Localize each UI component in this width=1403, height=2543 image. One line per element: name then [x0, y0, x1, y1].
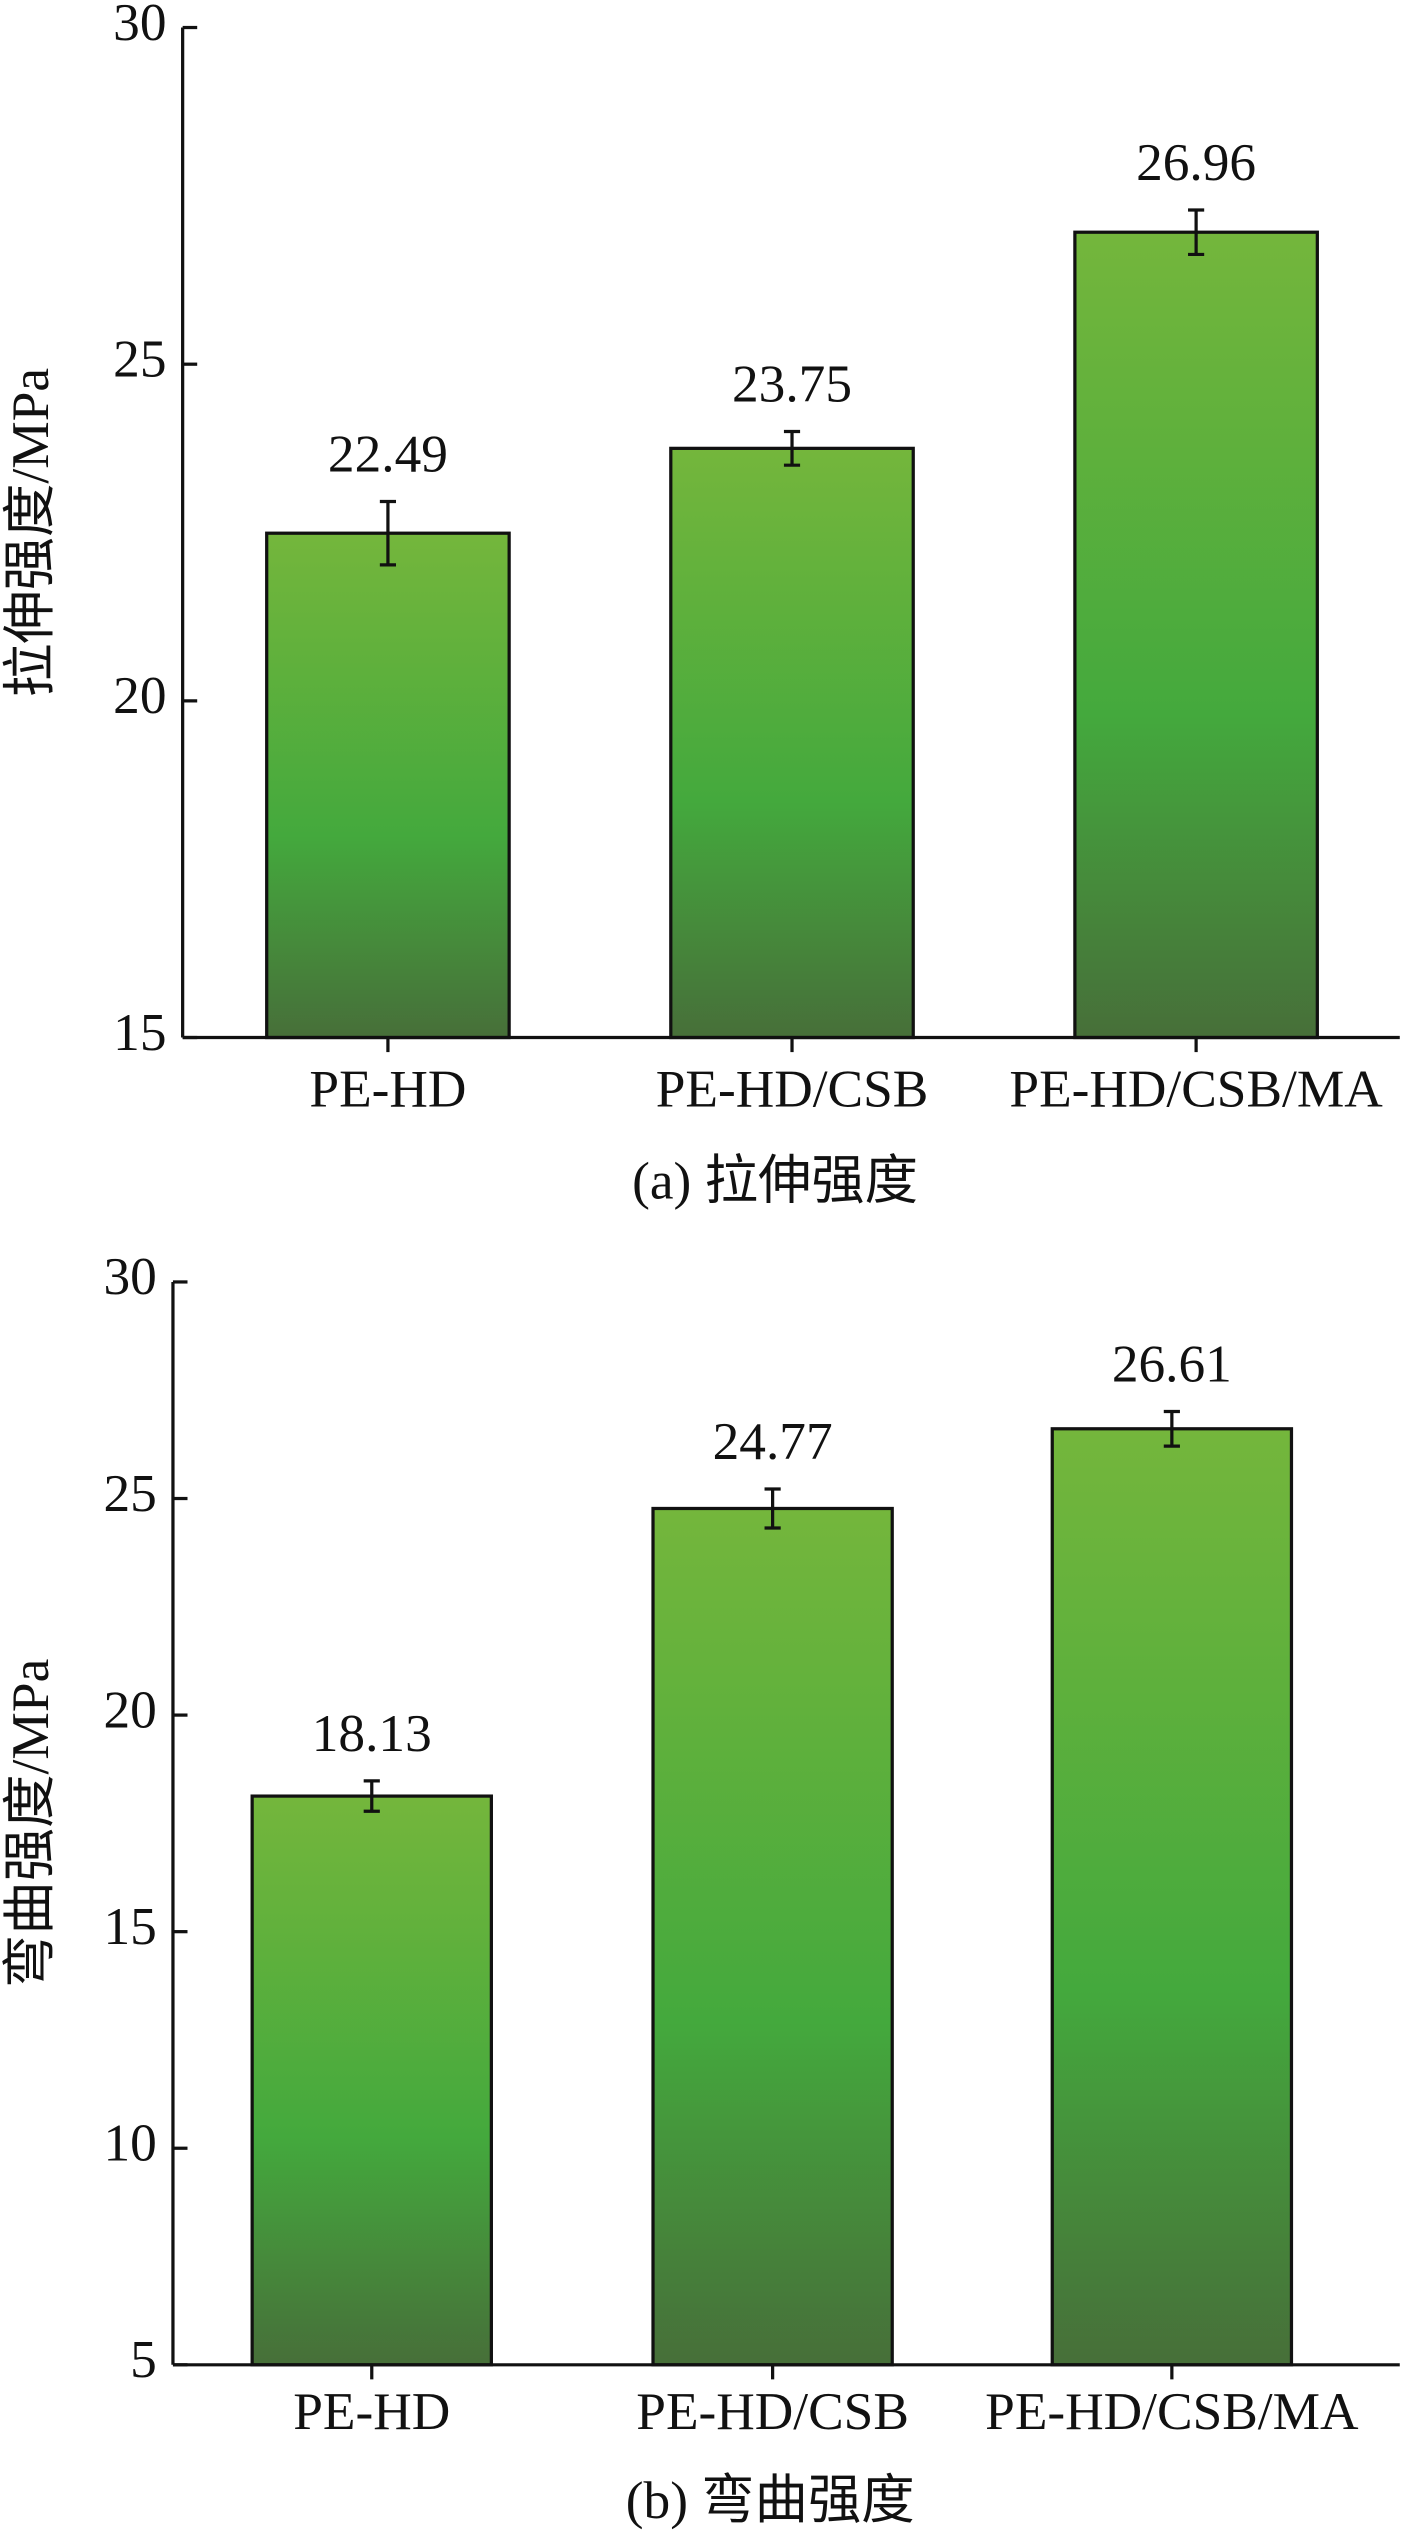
value-label: 26.96 — [1136, 132, 1256, 192]
chart-title: (b) 弯曲强度 — [626, 2470, 915, 2530]
y-tick-label: 20 — [103, 1679, 156, 1739]
bar — [669, 446, 915, 1040]
x-tick-label: PE-HD/CSB/MA — [985, 2381, 1359, 2441]
bar — [1073, 230, 1319, 1040]
y-tick-label: 20 — [113, 665, 166, 725]
x-tick-label: PE-HD/CSB — [636, 2381, 909, 2441]
y-axis-label: 拉伸强度/MPa — [0, 368, 60, 697]
x-tick-label: PE-HD/CSB — [656, 1058, 929, 1118]
value-label: 26.61 — [1112, 1334, 1232, 1394]
value-label: 22.49 — [328, 424, 448, 484]
x-tick-label: PE-HD/CSB/MA — [1009, 1058, 1383, 1118]
y-tick-label: 15 — [103, 1896, 156, 1956]
bar — [651, 1506, 894, 2367]
x-tick-label: PE-HD — [309, 1058, 466, 1118]
y-tick-label: 30 — [113, 0, 166, 52]
x-tick-label: PE-HD — [293, 2381, 450, 2441]
bar — [265, 531, 511, 1040]
y-tick-label: 15 — [113, 1002, 166, 1062]
y-tick-label: 5 — [130, 2329, 157, 2389]
value-label: 23.75 — [732, 354, 852, 414]
y-tick-label: 25 — [113, 328, 166, 388]
y-tick-label: 30 — [103, 1246, 156, 1306]
y-tick-label: 10 — [103, 2112, 156, 2172]
chart-title: (a) 拉伸强度 — [632, 1151, 918, 1211]
value-label: 24.77 — [713, 1411, 833, 1471]
y-tick-label: 25 — [103, 1463, 156, 1523]
value-label: 18.13 — [312, 1703, 432, 1763]
y-axis-label: 弯曲强度/MPa — [0, 1659, 60, 1988]
bar — [250, 1794, 493, 2367]
bar — [1050, 1427, 1294, 2367]
